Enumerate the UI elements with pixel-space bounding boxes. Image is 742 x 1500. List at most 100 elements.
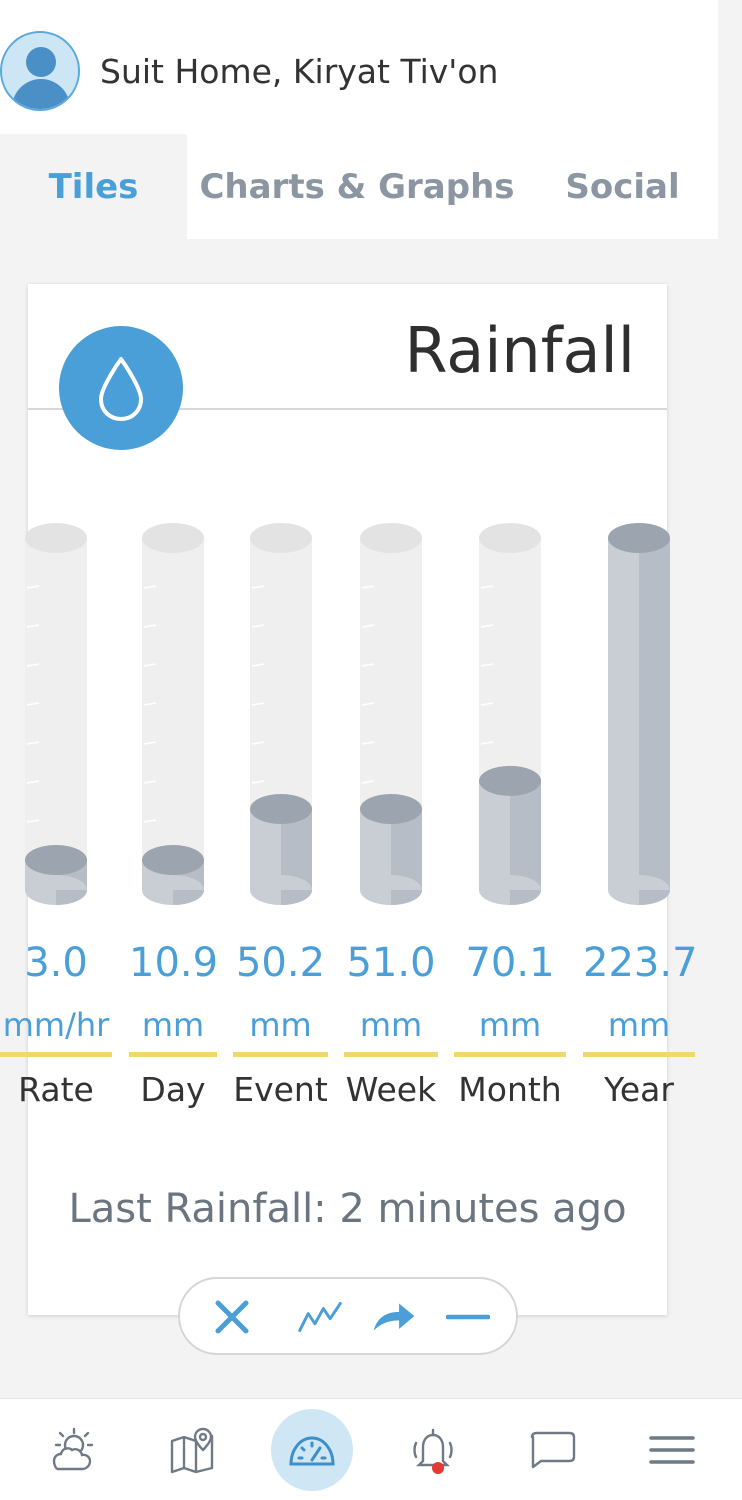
gauge-fill-base-shade: [56, 890, 87, 905]
gauge-tick: [609, 780, 623, 784]
gauge-tube-rate: [25, 538, 87, 890]
gauge-unit: mm: [141, 1006, 205, 1044]
gauge-fill-shade-year: [639, 538, 670, 890]
gauge-tick: [143, 780, 157, 784]
share-arrow-icon[interactable]: [372, 1295, 416, 1339]
gauge-fill-year: [608, 538, 670, 890]
gauge-fill-shade-event: [281, 809, 312, 890]
gauge-tick: [361, 585, 375, 589]
station-location[interactable]: Suit Home, Kiryat Tiv'on: [100, 52, 499, 91]
gauge-tube-month: [479, 538, 541, 890]
gauge-value: 223.7: [583, 940, 698, 986]
gauge-tube-top-event: [250, 523, 312, 553]
gauge-value: 51.0: [346, 940, 436, 986]
gauge-tick: [143, 585, 157, 589]
menu-icon[interactable]: [639, 1417, 705, 1483]
gauge-tick: [480, 585, 494, 589]
gauge-fill-base-shade: [281, 890, 312, 905]
gauge-tick: [480, 624, 494, 628]
gauge-tick: [143, 624, 157, 628]
gauge-label: Year: [604, 1070, 674, 1109]
gauge-tick: [26, 741, 40, 745]
gauge-fill-shade-day: [173, 860, 204, 890]
gauge-tube-top-day: [142, 523, 204, 553]
gauge-tick: [251, 585, 265, 589]
dashboard-gauge-icon[interactable]: [271, 1409, 353, 1491]
gauge-tick: [251, 858, 265, 862]
gauge-tick: [361, 741, 375, 745]
tab-social[interactable]: Social: [565, 166, 680, 207]
gauge-underline: [0, 1052, 112, 1057]
gauge-tick: [251, 663, 265, 667]
gauge-tick: [361, 819, 375, 823]
gauge-tick: [361, 663, 375, 667]
gauge-tick: [361, 702, 375, 706]
gauge-tick: [143, 819, 157, 823]
gauge-unit: mm: [359, 1006, 423, 1044]
gauge-label: Day: [140, 1070, 206, 1109]
gauge-tick: [609, 624, 623, 628]
gauge-value: 70.1: [465, 940, 555, 986]
tab-tiles[interactable]: Tiles: [0, 134, 187, 239]
gauge-fill-base-rate: [25, 875, 87, 905]
gauge-fill-base-day: [142, 875, 204, 905]
gauge-fill-top-year: [608, 523, 670, 553]
gauge-label: Event: [233, 1070, 328, 1109]
tab-charts-graphs[interactable]: Charts & Graphs: [199, 166, 515, 207]
gauge-tick: [143, 858, 157, 862]
gauge-fill-base-month: [479, 875, 541, 905]
chat-icon[interactable]: [519, 1417, 585, 1483]
gauge-tick: [26, 663, 40, 667]
gauge-fill-top-rate: [25, 845, 87, 875]
gauge-tick: [361, 624, 375, 628]
gauge-tube-top-week: [360, 523, 422, 553]
bottom-nav: [0, 1398, 742, 1500]
gauge-unit: mm: [607, 1006, 671, 1044]
gauge-fill-day: [142, 860, 204, 890]
gauge-tick: [609, 663, 623, 667]
gauge-tube-year: [608, 538, 670, 890]
gauge-tick: [480, 858, 494, 862]
gauge-tick: [480, 702, 494, 706]
water-drop-icon: [59, 326, 183, 450]
gauge-tick: [251, 741, 265, 745]
gauge-fill-week: [360, 809, 422, 890]
weather-icon[interactable]: [40, 1417, 106, 1483]
gauge-fill-event: [250, 809, 312, 890]
minimize-icon[interactable]: [446, 1295, 490, 1339]
close-icon[interactable]: [210, 1295, 254, 1339]
gauge-tick: [143, 741, 157, 745]
gauge-underline: [129, 1052, 217, 1057]
gauge-fill-base-shade: [173, 890, 204, 905]
gauge-value: 10.9: [129, 940, 219, 986]
avatar-icon[interactable]: [0, 31, 80, 111]
gauge-tick: [251, 624, 265, 628]
gauge-fill-top-month: [479, 765, 541, 796]
gauge-tick: [609, 585, 623, 589]
chart-line-icon[interactable]: [298, 1295, 342, 1339]
gauge-value: 50.2: [235, 940, 326, 986]
gauge-fill-shade-month: [510, 780, 541, 890]
gauge-underline: [233, 1052, 328, 1057]
map-icon[interactable]: [159, 1417, 225, 1483]
gauge-fill-top-day: [142, 845, 204, 875]
gauge-fill-base-year: [608, 875, 670, 905]
gauge-tick: [609, 858, 623, 862]
gauge-fill-month: [479, 780, 541, 890]
gauge-tick: [26, 702, 40, 706]
gauge-tick: [26, 624, 40, 628]
gauge-fill-top-event: [250, 794, 312, 825]
gauge-tube-top-year: [608, 523, 670, 553]
gauge-label: Month: [458, 1070, 562, 1109]
gauge-tube-week: [360, 538, 422, 890]
header: Suit Home, Kiryat Tiv'on: [0, 0, 718, 134]
gauge-tick: [26, 585, 40, 589]
gauge-fill-base-week: [360, 875, 422, 905]
rainfall-card: Rainfall 3.0 mm/hr Rate 10.9 mm Day 50.2…: [0, 284, 698, 1315]
gauge-tube-top-rate: [25, 523, 87, 553]
alert-bell-icon[interactable]: [400, 1417, 466, 1483]
gauge-tick: [251, 702, 265, 706]
gauge-tick: [251, 780, 265, 784]
gauge-tick: [609, 819, 623, 823]
gauge-tick: [609, 741, 623, 745]
